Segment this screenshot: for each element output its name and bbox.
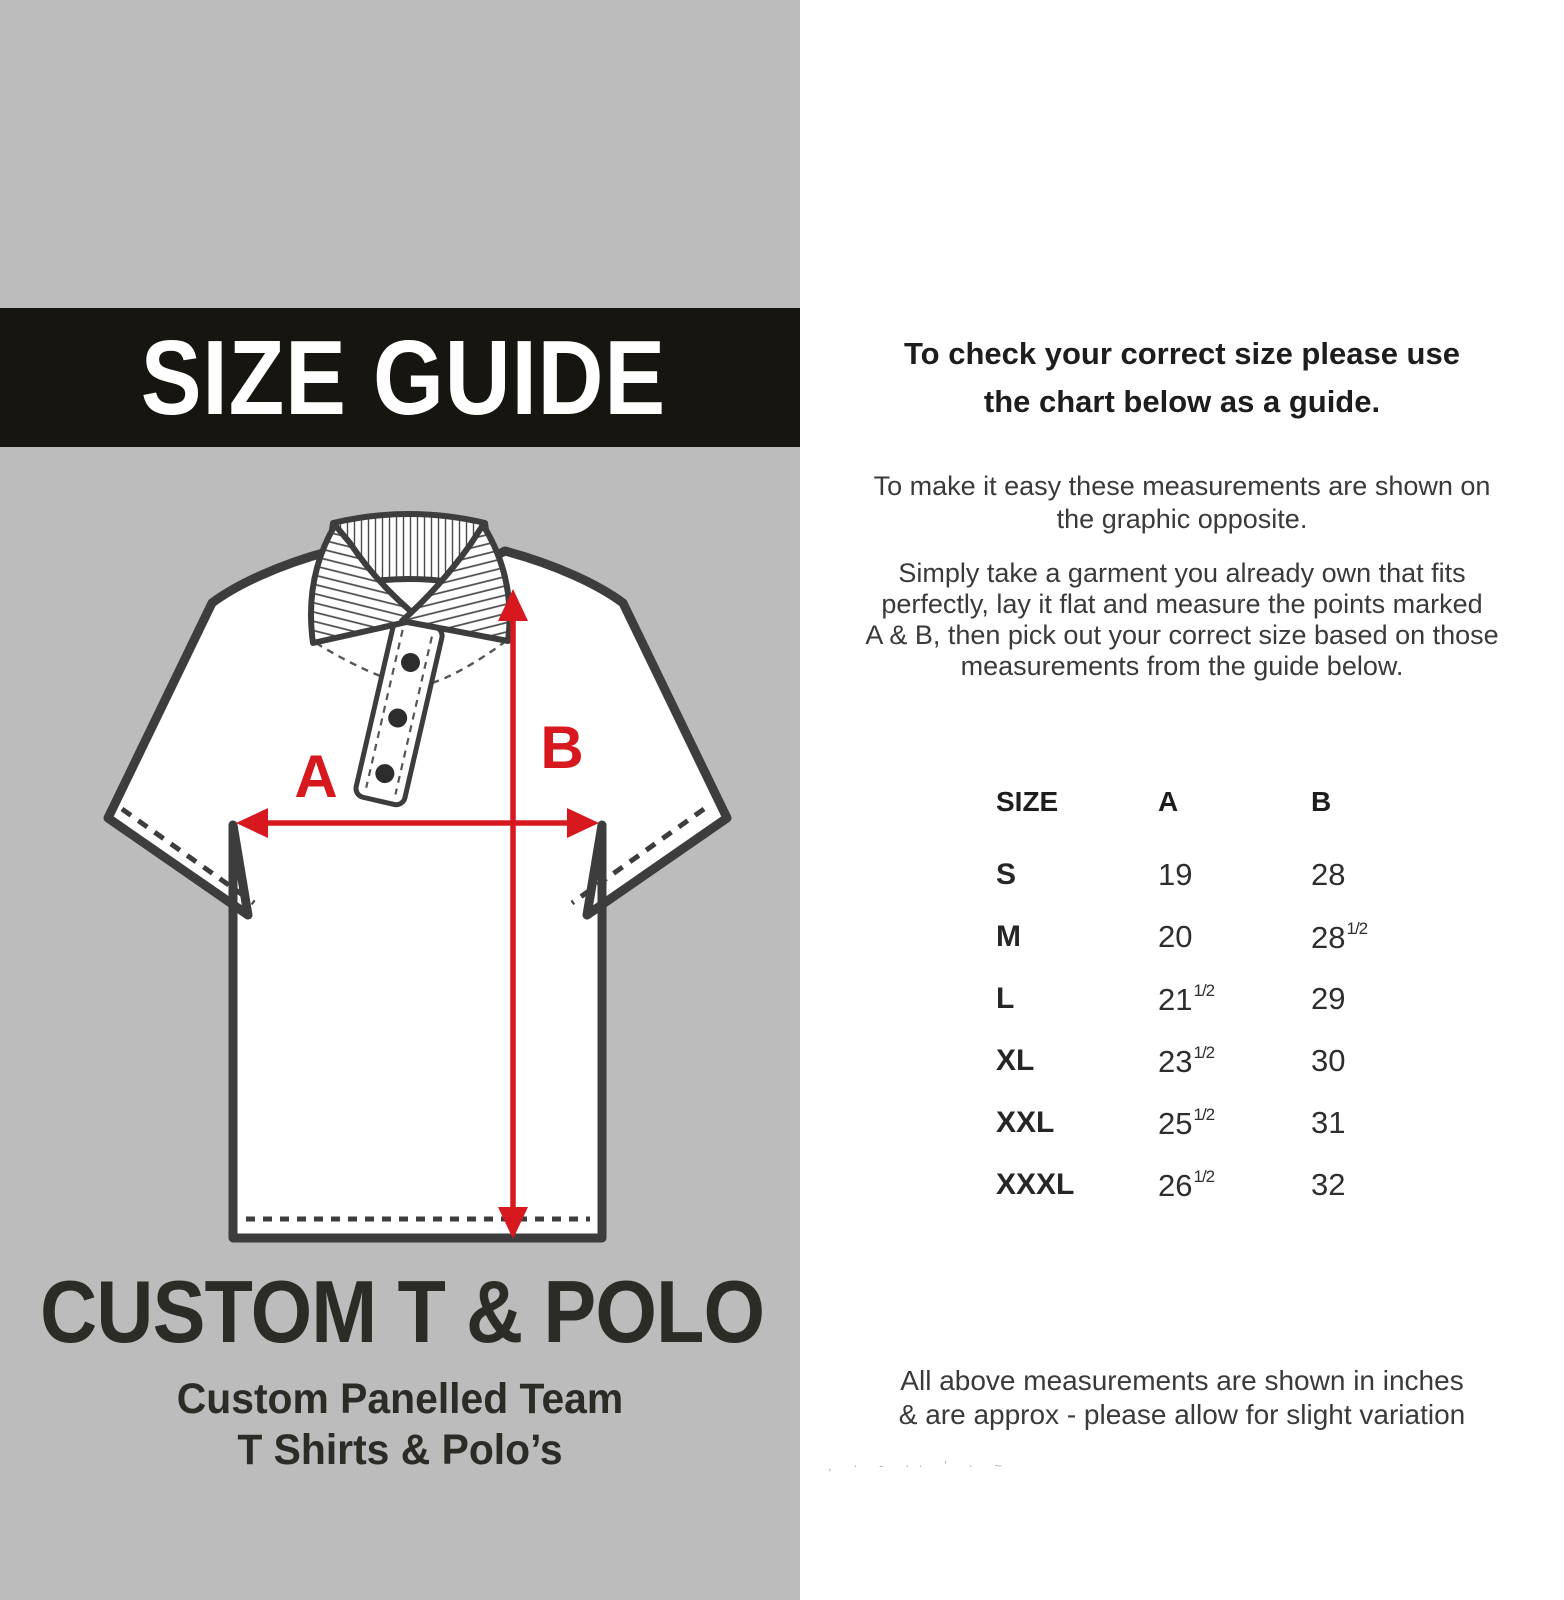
size-cell: L xyxy=(996,982,1015,1015)
brand-title: CUSTOM T & POLO xyxy=(40,1262,765,1361)
left-cuff-stitch xyxy=(120,806,256,906)
banner-title: SIZE GUIDE xyxy=(140,318,666,437)
measurement-a-cell: 20 xyxy=(1158,919,1193,954)
brand-subtitle: Custom Panelled Team T Shirts & Polo’s xyxy=(176,1375,624,1474)
size-cell: XXXL xyxy=(996,1168,1075,1201)
column-header-b: B xyxy=(1311,786,1332,817)
collar-leaf-right xyxy=(399,522,513,644)
size-cell: M xyxy=(996,920,1021,953)
instructions-text: Simply take a garment you already own th… xyxy=(865,558,1499,681)
size-cell: XXL xyxy=(996,1106,1055,1139)
table-row: XXXL 261/2 32 xyxy=(996,1154,1536,1216)
measurement-a-cell: 19 xyxy=(1158,857,1193,892)
measurement-b-cell: 281/2 xyxy=(1311,918,1368,955)
measurement-b-cell: 28 xyxy=(1311,857,1346,892)
table-row: M 20 281/2 xyxy=(996,906,1536,968)
column-header-size: SIZE xyxy=(996,786,1059,817)
measurement-b-cell: 31 xyxy=(1311,1105,1346,1140)
column-header-a: A xyxy=(1158,786,1179,817)
right-panel: To check your correct size please use th… xyxy=(800,0,1564,1600)
size-table: SIZE A B S 19 28 M 20 281/2 L 211/2 29 XL 231/2 30 X… xyxy=(996,782,1536,1216)
measure-label-b: B xyxy=(540,714,583,781)
measurement-a-cell: 251/2 xyxy=(1158,1104,1215,1141)
measurement-a-cell: 211/2 xyxy=(1158,980,1215,1017)
button xyxy=(375,764,395,784)
button xyxy=(388,708,408,728)
polo-shirt-diagram: A B xyxy=(103,511,732,1243)
size-guide-banner: SIZE GUIDE xyxy=(0,308,806,447)
faded-print-marks: , · - ·· ' · ~ xyxy=(828,1458,1012,1473)
measure-arrow-a xyxy=(236,808,599,838)
brand-block: CUSTOM T & POLO Custom Panelled Team T S… xyxy=(0,1268,800,1476)
footnote-text: All above measurements are shown in inch… xyxy=(898,1365,1466,1430)
measurement-a-cell: 261/2 xyxy=(1158,1166,1215,1203)
intro-text: To make it easy these measurements are s… xyxy=(873,471,1491,534)
size-table-body: S 19 28 M 20 281/2 L 211/2 29 XL 231/2 30 XXL 251/2 31… xyxy=(996,844,1536,1216)
table-header-row: SIZE A B xyxy=(996,782,1536,822)
size-cell: S xyxy=(996,858,1017,891)
table-row: L 211/2 29 xyxy=(996,968,1536,1030)
table-row: XXL 251/2 31 xyxy=(996,1092,1536,1154)
measurement-b-cell: 30 xyxy=(1311,1043,1346,1078)
table-row: S 19 28 xyxy=(996,844,1536,906)
instructions-heading: To check your correct size please use th… xyxy=(904,336,1460,419)
size-cell: XL xyxy=(996,1044,1035,1077)
placket xyxy=(353,617,445,808)
shirt-diagram-wrap: A B xyxy=(78,493,748,1255)
measurement-a-cell: 231/2 xyxy=(1158,1042,1215,1079)
measurement-b-cell: 32 xyxy=(1311,1167,1346,1202)
measurement-b-cell: 29 xyxy=(1311,981,1346,1016)
collar-leaf-left xyxy=(308,522,423,646)
table-row: XL 231/2 30 xyxy=(996,1030,1536,1092)
measure-label-a: A xyxy=(294,743,337,810)
measure-arrow-b xyxy=(498,589,528,1239)
left-panel: SIZE GUIDE xyxy=(0,0,806,1600)
button xyxy=(401,652,421,672)
right-cuff-stitch xyxy=(570,806,706,906)
